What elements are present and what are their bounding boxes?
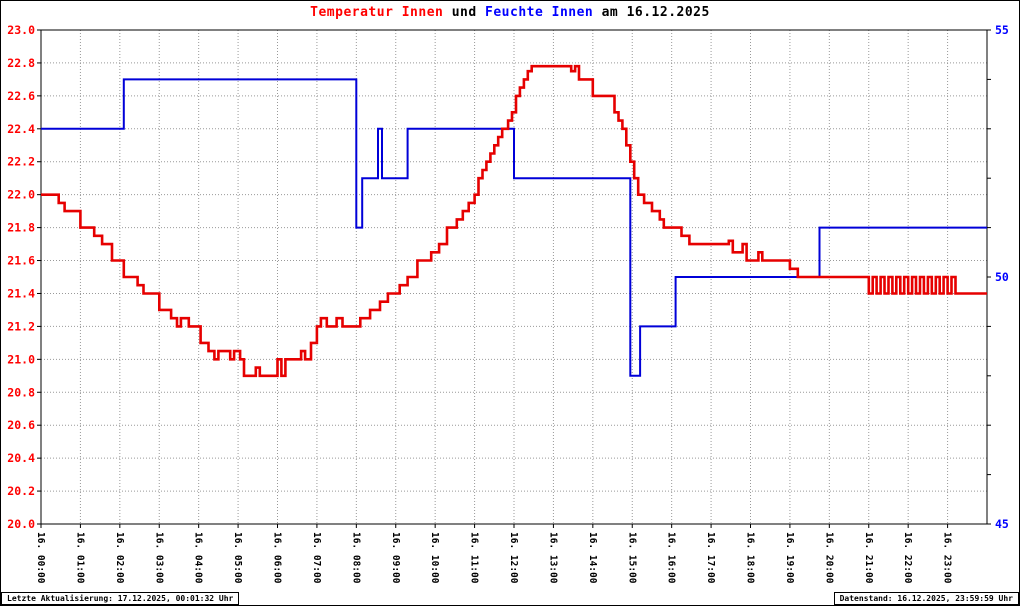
y-left-label: 22.8 [7, 56, 35, 70]
y-left-label: 21.8 [7, 221, 35, 235]
x-axis-label: 16. 21:00 [863, 532, 874, 584]
x-axis-label: 16. 02:00 [114, 532, 125, 584]
x-axis-label: 16. 17:00 [705, 532, 716, 584]
x-axis-label: 16. 06:00 [272, 532, 283, 584]
x-axis-label: 16. 23:00 [942, 532, 953, 584]
x-axis-label: 16. 00:00 [35, 532, 46, 584]
y-left-label: 20.6 [7, 418, 35, 432]
y-left-label: 21.0 [7, 352, 35, 366]
title-temperature-label: Temperatur Innen [310, 5, 444, 20]
y-right-label: 50 [995, 270, 1009, 284]
x-axis-label: 16. 01:00 [74, 532, 85, 584]
title-humidity-label: Feuchte Innen [485, 5, 594, 20]
x-axis-label: 16. 10:00 [429, 532, 440, 584]
x-axis-label: 16. 09:00 [390, 532, 401, 584]
chart-title: Temperatur Innen und Feuchte Innen am 16… [1, 5, 1019, 20]
x-axis-label: 16. 07:00 [311, 532, 322, 584]
x-axis-label: 16. 19:00 [784, 532, 795, 584]
title-date-label: am 16.12.2025 [593, 5, 710, 20]
y-left-label: 22.2 [7, 155, 35, 169]
x-axis-label: 16. 05:00 [232, 532, 243, 584]
last-update-label: Letzte Aktualisierung: 17.12.2025, 00:01… [1, 592, 240, 605]
x-axis-label: 16. 18:00 [745, 532, 756, 584]
y-left-label: 22.0 [7, 188, 35, 202]
y-left-label: 20.4 [7, 451, 35, 465]
y-left-label: 20.2 [7, 484, 35, 498]
x-axis-label: 16. 22:00 [902, 532, 913, 584]
x-axis-label: 16. 04:00 [193, 532, 204, 584]
temperature-series-line [41, 64, 987, 378]
data-timestamp-label: Datenstand: 16.12.2025, 23:59:59 Uhr [833, 592, 1019, 605]
x-axis-label: 16. 15:00 [626, 532, 637, 584]
y-left-label: 23.0 [7, 23, 35, 37]
y-left-label: 20.8 [7, 385, 35, 399]
x-axis-label: 16. 20:00 [823, 532, 834, 584]
y-left-label: 20.0 [7, 517, 35, 531]
x-axis-label: 16. 13:00 [547, 532, 558, 584]
y-right-label: 55 [995, 23, 1009, 37]
x-axis-label: 16. 16:00 [666, 532, 677, 584]
title-und-label: und [443, 5, 486, 20]
x-axis-label: 16. 14:00 [587, 532, 598, 584]
x-axis-label: 16. 08:00 [350, 532, 361, 584]
y-right-label: 45 [995, 517, 1009, 531]
y-left-label: 22.4 [7, 122, 35, 136]
y-left-label: 21.2 [7, 319, 35, 333]
y-left-label: 21.4 [7, 286, 35, 300]
humidity-series-line [41, 78, 987, 377]
y-left-label: 22.6 [7, 89, 35, 103]
x-axis-label: 16. 12:00 [508, 532, 519, 584]
x-axis-label: 16. 03:00 [153, 532, 164, 584]
x-axis-label: 16. 11:00 [469, 532, 480, 584]
y-left-label: 21.6 [7, 254, 35, 268]
